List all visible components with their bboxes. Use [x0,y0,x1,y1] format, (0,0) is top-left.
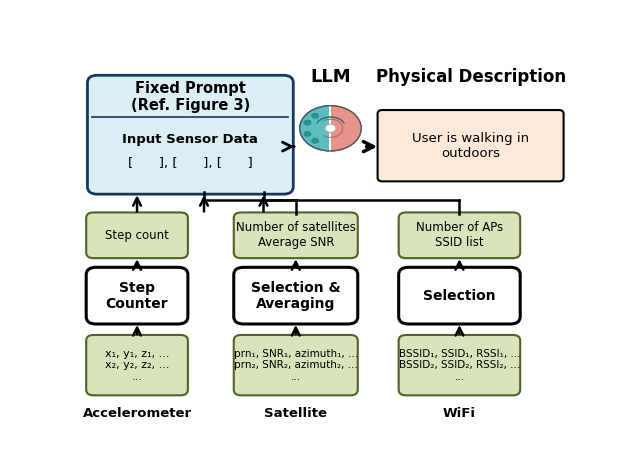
Text: Satellite: Satellite [264,407,327,420]
Circle shape [303,131,312,137]
Circle shape [303,120,312,125]
FancyBboxPatch shape [378,110,564,181]
Text: User is walking in
outdoors: User is walking in outdoors [412,132,529,160]
FancyBboxPatch shape [234,267,358,324]
Text: Number of satellites
Average SNR: Number of satellites Average SNR [236,221,356,249]
Text: WiFi: WiFi [443,407,476,420]
Text: Physical Description: Physical Description [376,68,566,86]
FancyBboxPatch shape [86,267,188,324]
Text: Number of APs
SSID list: Number of APs SSID list [416,221,503,249]
Text: Fixed Prompt
(Ref. Figure 3): Fixed Prompt (Ref. Figure 3) [131,81,250,114]
Circle shape [325,124,336,133]
FancyBboxPatch shape [234,212,358,258]
Wedge shape [330,105,361,151]
Circle shape [311,113,319,119]
Text: x₁, y₁, z₁, ...
x₂, y₂, z₂, ...
...: x₁, y₁, z₁, ... x₂, y₂, z₂, ... ... [105,349,170,382]
FancyBboxPatch shape [86,335,188,395]
Text: Step count: Step count [105,229,169,242]
FancyBboxPatch shape [399,267,520,324]
Text: Accelerometer: Accelerometer [83,407,191,420]
Text: [      ], [      ], [      ]: [ ], [ ], [ ] [128,157,253,170]
FancyBboxPatch shape [88,76,293,194]
Text: Selection &
Averaging: Selection & Averaging [251,281,340,311]
Text: Selection: Selection [423,289,496,303]
Text: LLM: LLM [310,68,351,86]
Text: prn₁, SNR₁, azimuth₁, ...
prn₂, SNR₂, azimuth₂, ...
...: prn₁, SNR₁, azimuth₁, ... prn₂, SNR₂, az… [234,349,358,382]
FancyBboxPatch shape [86,212,188,258]
FancyBboxPatch shape [234,335,358,395]
Text: BSSID₁, SSID₁, RSSI₁, ...
BSSID₂, SSID₂, RSSI₂, ...
...: BSSID₁, SSID₁, RSSI₁, ... BSSID₂, SSID₂,… [399,349,520,382]
FancyBboxPatch shape [399,212,520,258]
Text: Step
Counter: Step Counter [106,281,168,311]
FancyBboxPatch shape [399,335,520,395]
Wedge shape [300,105,330,151]
Circle shape [311,138,319,144]
Text: Input Sensor Data: Input Sensor Data [122,133,259,146]
